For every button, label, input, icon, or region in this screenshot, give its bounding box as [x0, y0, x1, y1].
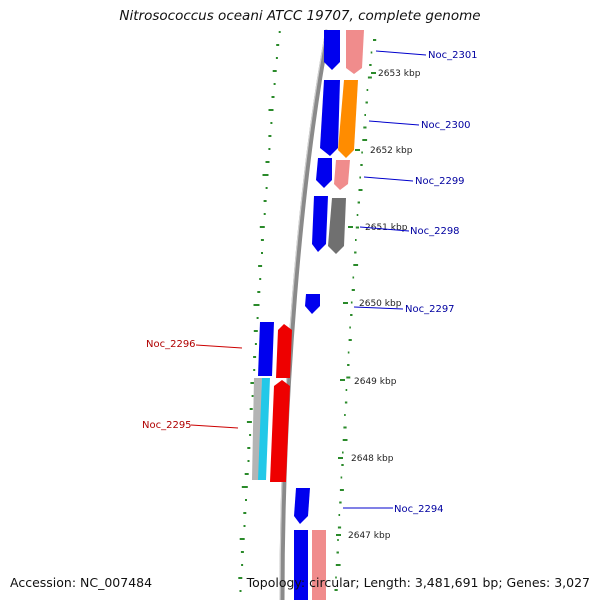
scale-label-2650: 2650 kbp	[359, 299, 402, 309]
gene-noc-2297[interactable]	[305, 294, 320, 314]
genome-title: Nitrosococcus oceani ATCC 19707, complet…	[119, 8, 481, 24]
gene-reverse-bottom[interactable]	[312, 530, 326, 600]
position-scale: 2653 kbp 2652 kbp 2651 kbp 2650 kbp 2649…	[336, 69, 421, 541]
backbone-highlight	[279, 29, 327, 600]
gene-forward-3[interactable]	[312, 196, 328, 252]
gene-forward-4[interactable]	[258, 322, 274, 376]
gene-noc-2301-forward[interactable]	[324, 30, 340, 70]
gene-labels: Noc_2301 Noc_2300 Noc_2299 Noc_2298 Noc_…	[142, 50, 478, 515]
gene-cyan[interactable]	[258, 378, 270, 480]
gene-forward-1[interactable]	[320, 80, 340, 156]
gene-noc-2300[interactable]	[338, 80, 358, 158]
gene-label-noc-2294[interactable]: Noc_2294	[394, 504, 444, 515]
gene-noc-2298[interactable]	[328, 198, 346, 254]
gene-forward-2[interactable]	[316, 158, 332, 188]
gene-forward-5[interactable]	[294, 530, 308, 600]
gc-content-plot	[238, 31, 377, 592]
scale-label-2647: 2647 kbp	[348, 531, 391, 541]
gene-noc-2299[interactable]	[334, 160, 350, 190]
gene-label-noc-2301[interactable]: Noc_2301	[428, 50, 478, 61]
scale-label-2651: 2651 kbp	[365, 223, 408, 233]
genome-backbone	[279, 29, 331, 600]
gene-noc-2296[interactable]	[276, 324, 292, 378]
gene-label-noc-2297[interactable]: Noc_2297	[405, 304, 455, 315]
gene-noc-2294[interactable]	[294, 488, 310, 524]
genome-summary: Topology: circular; Length: 3,481,691 bp…	[246, 575, 590, 590]
scale-label-2653: 2653 kbp	[378, 69, 421, 79]
gene-label-noc-2299[interactable]: Noc_2299	[415, 176, 465, 187]
gene-label-noc-2300[interactable]: Noc_2300	[421, 120, 471, 131]
gene-noc-2301[interactable]	[346, 30, 364, 74]
gene-label-noc-2296[interactable]: Noc_2296	[146, 339, 196, 350]
backbone-outer-line	[279, 29, 331, 600]
gene-label-lines	[190, 50, 427, 509]
scale-label-2649: 2649 kbp	[354, 377, 397, 387]
gene-label-noc-2298[interactable]: Noc_2298	[410, 226, 460, 237]
scale-label-2648: 2648 kbp	[351, 454, 394, 464]
scale-label-2652: 2652 kbp	[370, 146, 413, 156]
gene-label-noc-2295[interactable]: Noc_2295	[142, 420, 192, 431]
gene-noc-2295[interactable]	[270, 380, 290, 482]
gene-track	[252, 30, 364, 600]
accession-label: Accession: NC_007484	[10, 575, 153, 590]
